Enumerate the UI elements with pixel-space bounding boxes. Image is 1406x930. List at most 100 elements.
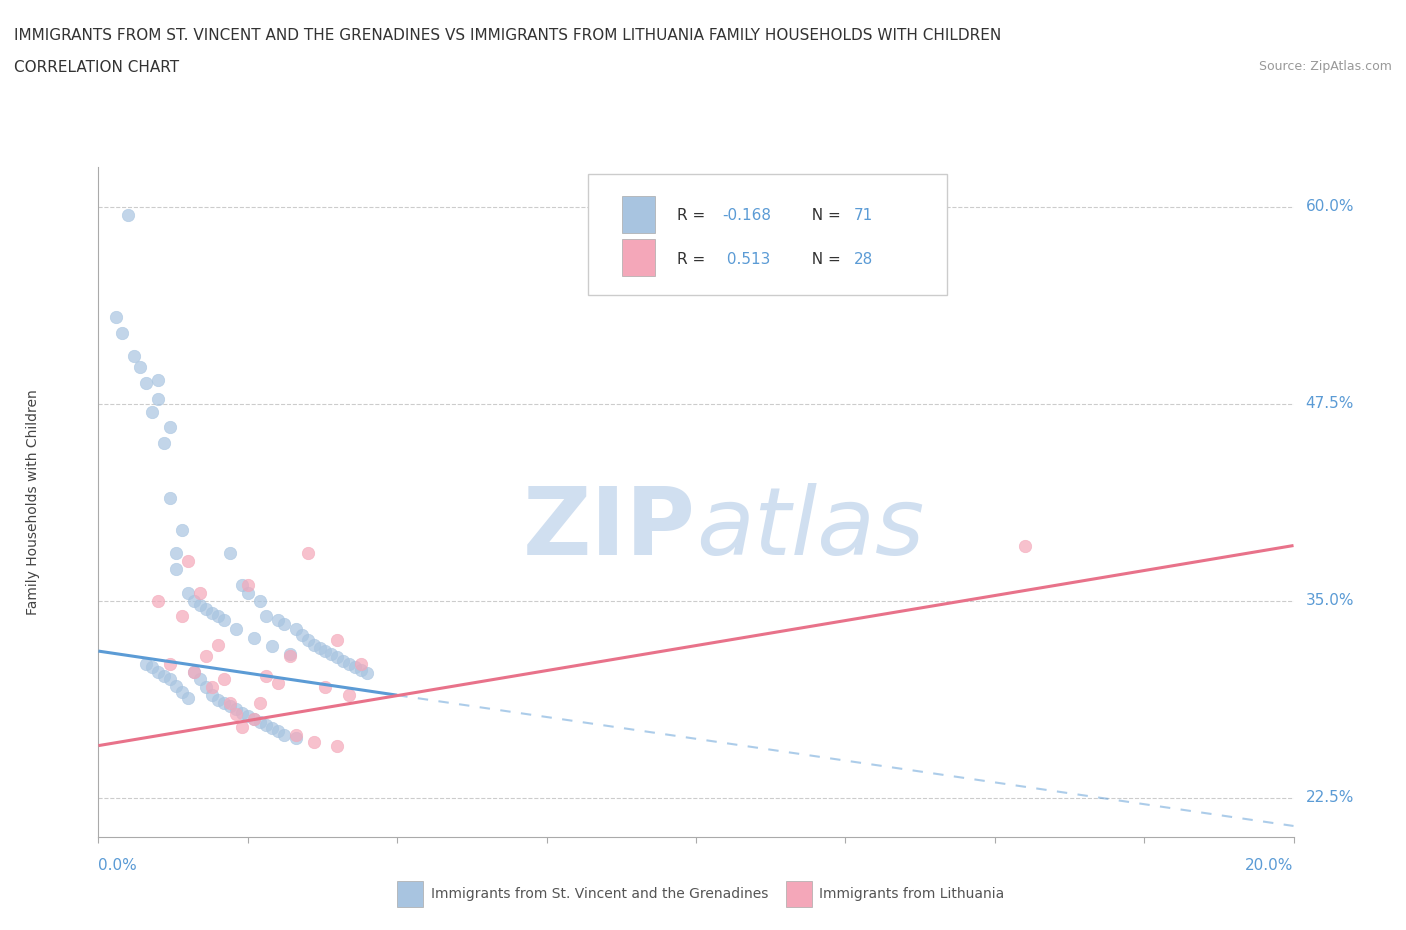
Point: [177, 554, 200, 569]
Point: [165, 546, 187, 561]
Point: [201, 688, 224, 703]
Point: [219, 546, 242, 561]
Text: 0.513: 0.513: [723, 252, 770, 267]
Text: ZIP: ZIP: [523, 483, 696, 575]
Point: [194, 601, 218, 616]
Point: [212, 612, 235, 627]
Point: [308, 641, 330, 656]
Point: [339, 657, 360, 671]
Point: [231, 719, 253, 734]
Point: [350, 662, 373, 677]
Point: [159, 420, 181, 435]
Point: [315, 644, 337, 658]
Point: [273, 617, 295, 631]
Point: [219, 698, 242, 713]
Point: [278, 646, 301, 661]
Point: [183, 664, 205, 679]
Point: [344, 659, 367, 674]
Text: 35.0%: 35.0%: [1306, 593, 1354, 608]
Point: [165, 678, 187, 693]
Point: [332, 653, 354, 668]
Text: N =: N =: [803, 208, 846, 223]
Point: [172, 609, 194, 624]
Point: [302, 735, 325, 750]
Text: 0.0%: 0.0%: [98, 858, 138, 873]
Text: 22.5%: 22.5%: [1306, 790, 1354, 805]
Point: [260, 639, 283, 654]
Point: [129, 360, 152, 375]
Point: [315, 680, 337, 695]
Point: [141, 659, 163, 674]
Point: [236, 585, 259, 600]
Point: [273, 727, 295, 742]
Point: [207, 637, 229, 652]
Point: [188, 598, 211, 613]
Point: [135, 376, 157, 391]
Point: [117, 207, 139, 222]
Point: [177, 585, 200, 600]
Point: [260, 721, 283, 736]
Point: [243, 631, 266, 646]
Point: [254, 609, 277, 624]
Point: [148, 664, 170, 679]
Point: [183, 593, 205, 608]
Text: -0.168: -0.168: [723, 208, 772, 223]
Point: [172, 684, 194, 699]
Point: [243, 711, 266, 726]
Point: [159, 491, 181, 506]
Point: [236, 709, 259, 724]
Text: IMMIGRANTS FROM ST. VINCENT AND THE GRENADINES VS IMMIGRANTS FROM LITHUANIA FAMI: IMMIGRANTS FROM ST. VINCENT AND THE GREN…: [14, 28, 1001, 43]
Point: [135, 657, 157, 671]
FancyBboxPatch shape: [588, 174, 946, 295]
Point: [188, 585, 211, 600]
Point: [302, 637, 325, 652]
FancyBboxPatch shape: [621, 239, 655, 276]
Text: atlas: atlas: [696, 484, 924, 575]
Point: [231, 578, 253, 592]
Point: [172, 523, 194, 538]
Point: [297, 632, 319, 647]
Point: [207, 609, 229, 624]
Text: 28: 28: [853, 252, 873, 267]
Point: [183, 664, 205, 679]
Text: N =: N =: [803, 252, 846, 267]
Point: [124, 349, 146, 364]
Point: [159, 657, 181, 671]
Text: 60.0%: 60.0%: [1306, 199, 1354, 214]
Point: [243, 711, 266, 726]
Point: [194, 648, 218, 663]
Point: [284, 621, 307, 636]
Point: [105, 310, 128, 325]
Point: [1014, 538, 1036, 553]
Text: CORRELATION CHART: CORRELATION CHART: [14, 60, 179, 75]
Point: [267, 724, 290, 738]
Point: [207, 693, 229, 708]
Point: [350, 657, 373, 671]
Point: [194, 680, 218, 695]
FancyBboxPatch shape: [786, 881, 811, 908]
Point: [284, 727, 307, 742]
Point: [236, 578, 259, 592]
Point: [153, 669, 176, 684]
Point: [159, 672, 181, 687]
Text: R =: R =: [676, 252, 710, 267]
Text: 47.5%: 47.5%: [1306, 396, 1354, 411]
Text: Source: ZipAtlas.com: Source: ZipAtlas.com: [1258, 60, 1392, 73]
Point: [201, 680, 224, 695]
Text: 71: 71: [853, 208, 873, 223]
Point: [231, 705, 253, 720]
Point: [290, 628, 312, 643]
Point: [212, 696, 235, 711]
Point: [201, 605, 224, 620]
Point: [267, 675, 290, 690]
Point: [249, 593, 271, 608]
Point: [148, 593, 170, 608]
Point: [326, 632, 349, 647]
Point: [321, 646, 343, 661]
Text: Family Households with Children: Family Households with Children: [25, 390, 39, 615]
Text: 20.0%: 20.0%: [1246, 858, 1294, 873]
Text: Immigrants from St. Vincent and the Grenadines: Immigrants from St. Vincent and the Gren…: [430, 887, 768, 901]
FancyBboxPatch shape: [398, 881, 423, 908]
Point: [356, 666, 378, 681]
Point: [153, 435, 176, 450]
